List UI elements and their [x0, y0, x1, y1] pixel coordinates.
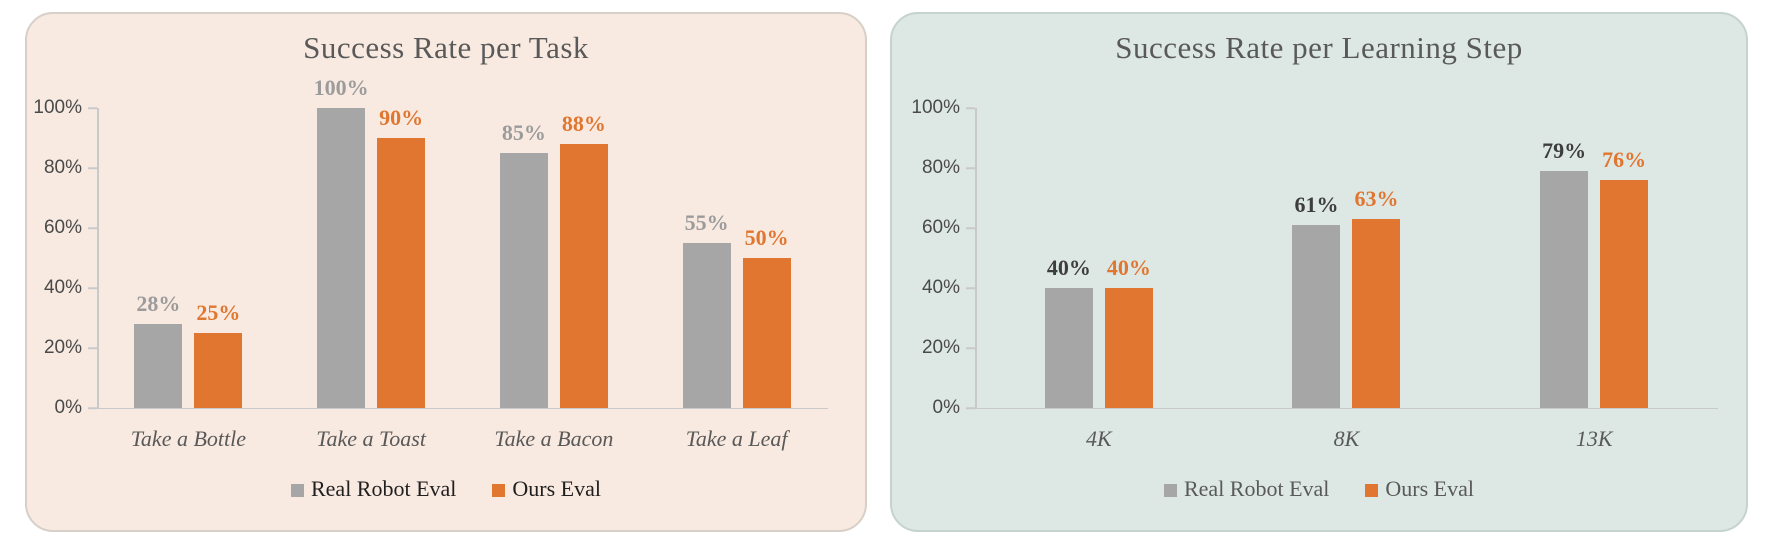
- bar-value-label: 100%: [313, 75, 369, 100]
- x-axis-label-13k: 13K: [1575, 426, 1613, 451]
- legend-label: Real Robot Eval: [310, 476, 457, 501]
- x-axis-label-take-a-toast: Take a Toast: [316, 426, 426, 451]
- bar-value-label: 28%: [136, 291, 181, 316]
- y-tick-mark: [88, 107, 97, 109]
- x-axis-label-take-a-bacon: Take a Bacon: [494, 426, 614, 451]
- y-tick-label: 0%: [932, 397, 960, 418]
- legend-label: Real Robot Eval: [1183, 476, 1330, 501]
- bars-region: 40% 40% 61% 63% 79% 76%: [975, 108, 1718, 408]
- x-axis-labels: 4K 8K 13K: [975, 426, 1718, 452]
- y-tick-label: 80%: [43, 157, 82, 178]
- bar-group-take-a-toast: 100% 90%: [314, 75, 426, 408]
- y-tick-mark: [966, 407, 975, 409]
- bar-ours-eval-8k: 63%: [1352, 186, 1401, 408]
- bar-value-label: 55%: [684, 210, 729, 235]
- chart-plot-area: 100% 80% 60% 40% 20% 0% 28% 25% 100% 90% 85% 88% 55…: [33, 75, 828, 418]
- chart-title: Success Rate per Learning Step: [1115, 30, 1523, 65]
- legend-label: Ours Eval: [512, 476, 601, 501]
- bar-value-label: 40%: [1106, 255, 1151, 280]
- bar-value-label: 25%: [196, 300, 241, 325]
- bar-ours-eval-take-a-bottle: 25%: [194, 300, 243, 408]
- bar-value-label: 88%: [561, 111, 606, 136]
- y-tick-mark: [88, 407, 97, 409]
- chart-plot-area: 100% 80% 60% 40% 20% 0% 40% 40% 61% 63% 79% 76%: [911, 97, 1718, 418]
- bar-value-label: 85%: [501, 120, 546, 145]
- bar-value-label: 61%: [1294, 192, 1339, 217]
- bar-real-robot-eval-13k: 79%: [1540, 138, 1589, 408]
- legend-swatch-icon: [492, 483, 506, 497]
- chart-panel-success-rate-per-task: Success Rate per Task 100% 80% 60% 40% 20% 0%…: [25, 12, 867, 532]
- legend: Real Robot Eval Ours Eval: [27, 476, 865, 502]
- bar-value-label: 50%: [744, 225, 789, 250]
- x-axis-label-4k: 4K: [1085, 426, 1112, 451]
- y-axis: 100% 80% 60% 40% 20% 0%: [33, 97, 828, 418]
- bar-group-take-a-leaf: 55% 50%: [682, 108, 791, 408]
- legend-label: Ours Eval: [1385, 476, 1474, 501]
- bar-value-label: 90%: [379, 105, 424, 130]
- x-axis-label-8k: 8K: [1333, 426, 1360, 451]
- chart-title: Success Rate per Task: [303, 30, 589, 65]
- x-axis-label-take-a-leaf: Take a Leaf: [685, 426, 788, 451]
- x-axis-labels: Take a Bottle Take a Toast Take a Bacon Tak…: [97, 426, 828, 452]
- bar-real-robot-eval-take-a-toast: 100%: [314, 75, 369, 408]
- bar-real-robot-eval-4k: 40%: [1044, 255, 1093, 408]
- bar-group-4k: 40% 40%: [1044, 108, 1153, 408]
- chart-panel-success-rate-per-learning-step: Success Rate per Learning Step 100% 80% 60…: [890, 12, 1748, 532]
- y-axis: 100% 80% 60% 40% 20% 0%: [911, 97, 1718, 418]
- y-tick-label: 100%: [33, 97, 82, 118]
- y-tick-mark: [88, 347, 97, 349]
- y-tick-mark: [88, 167, 97, 169]
- bar-value-label: 40%: [1046, 255, 1091, 280]
- bar-value-label: 76%: [1602, 147, 1647, 172]
- bar-ours-eval-take-a-leaf: 50%: [742, 225, 791, 408]
- legend-swatch-icon: [1163, 483, 1177, 497]
- y-tick-label: 60%: [921, 217, 960, 238]
- bar-ours-eval-4k: 40%: [1104, 255, 1153, 408]
- bar-ours-eval-take-a-bacon: 88%: [559, 111, 608, 408]
- y-tick-mark: [88, 287, 97, 289]
- y-tick-label: 20%: [921, 337, 960, 358]
- legend-item-ours-eval: Ours Eval: [492, 476, 601, 502]
- legend-swatch-icon: [1365, 483, 1379, 497]
- y-tick-label: 40%: [921, 277, 960, 298]
- bar-ours-eval-13k: 76%: [1600, 147, 1649, 408]
- bar-group-8k: 61% 63%: [1292, 108, 1401, 408]
- legend-item-ours-eval: Ours Eval: [1365, 476, 1474, 502]
- y-tick-mark: [966, 107, 975, 109]
- y-tick-label: 80%: [921, 157, 960, 178]
- bar-group-take-a-bacon: 85% 88%: [499, 108, 608, 408]
- x-axis-label-take-a-bottle: Take a Bottle: [130, 426, 247, 451]
- legend-item-real-robot-eval: Real Robot Eval: [290, 476, 457, 502]
- bar-ours-eval-take-a-toast: 90%: [377, 105, 426, 408]
- y-tick-mark: [966, 347, 975, 349]
- y-tick-mark: [88, 227, 97, 229]
- bar-group-13k: 79% 76%: [1540, 108, 1649, 408]
- y-tick-mark: [966, 287, 975, 289]
- y-tick-label: 40%: [43, 277, 82, 298]
- y-tick-mark: [966, 167, 975, 169]
- legend-item-real-robot-eval: Real Robot Eval: [1163, 476, 1330, 502]
- bars-region: 28% 25% 100% 90% 85% 88% 55% 50%: [97, 75, 828, 408]
- y-tick-label: 60%: [43, 217, 82, 238]
- y-tick-label: 0%: [54, 397, 82, 418]
- bar-value-label: 79%: [1542, 138, 1587, 163]
- bar-value-label: 63%: [1354, 186, 1399, 211]
- y-tick-label: 20%: [43, 337, 82, 358]
- y-tick-label: 100%: [911, 97, 960, 118]
- bar-group-take-a-bottle: 28% 25%: [134, 108, 243, 408]
- y-tick-mark: [966, 227, 975, 229]
- bar-real-robot-eval-take-a-bottle: 28%: [134, 291, 183, 408]
- bar-real-robot-eval-8k: 61%: [1292, 192, 1341, 408]
- legend-swatch-icon: [290, 483, 304, 497]
- bar-real-robot-eval-take-a-leaf: 55%: [682, 210, 731, 408]
- legend: Real Robot Eval Ours Eval: [892, 476, 1746, 502]
- bar-real-robot-eval-take-a-bacon: 85%: [499, 120, 548, 408]
